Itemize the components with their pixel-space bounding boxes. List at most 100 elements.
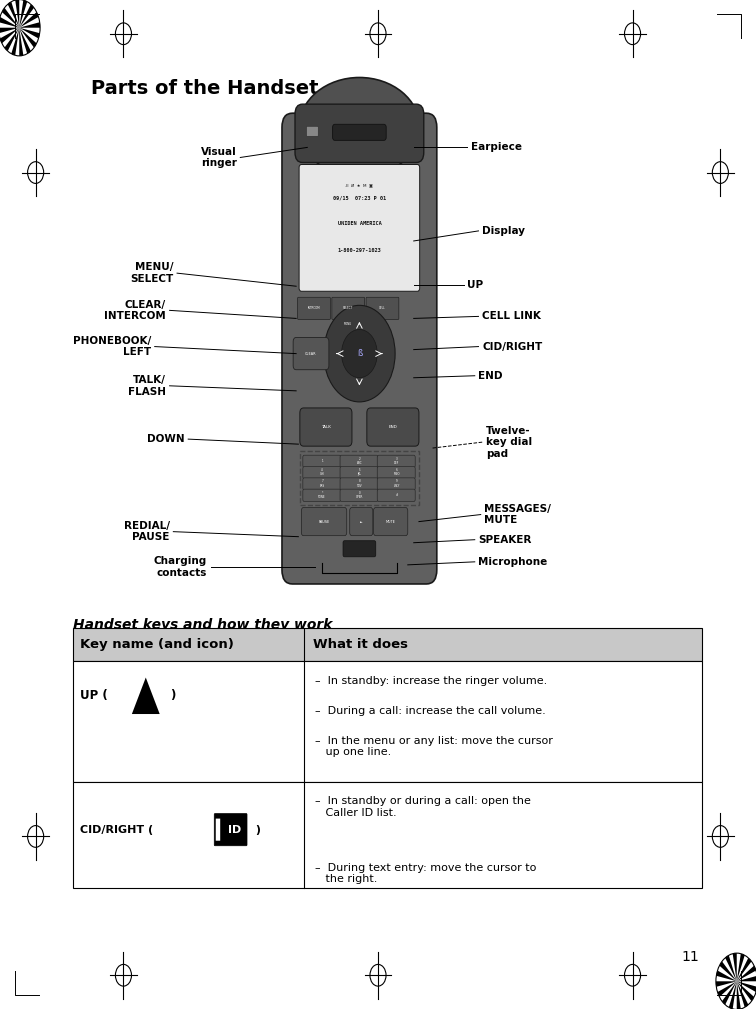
Text: Handset keys and how they work: Handset keys and how they work [73,619,333,633]
FancyBboxPatch shape [214,813,247,846]
Wedge shape [737,966,756,982]
Wedge shape [19,22,40,27]
FancyBboxPatch shape [303,489,341,501]
FancyBboxPatch shape [340,489,378,501]
Text: SPEAKER: SPEAKER [479,535,532,545]
Text: Parts of the Handset: Parts of the Handset [91,79,319,98]
Text: CELL: CELL [380,307,386,311]
Text: What it does: What it does [312,639,407,652]
Text: Key name (and icon): Key name (and icon) [80,639,234,652]
Text: 0
OPER: 0 OPER [356,490,363,499]
Wedge shape [737,954,745,982]
Text: Display: Display [482,226,525,236]
Text: REDIAL/
PAUSE: REDIAL/ PAUSE [123,521,169,543]
Text: PAUSE: PAUSE [318,520,330,524]
Wedge shape [720,962,737,982]
Text: ): ) [169,689,175,702]
Wedge shape [19,27,40,38]
Wedge shape [0,27,19,33]
Text: –  During a call: increase the call volume.: – During a call: increase the call volum… [314,705,546,715]
Text: 2
ABC: 2 ABC [357,456,362,465]
Wedge shape [737,982,756,992]
Text: TALK/
FLASH: TALK/ FLASH [128,375,166,397]
FancyBboxPatch shape [377,478,415,490]
FancyBboxPatch shape [333,124,386,140]
Text: 11: 11 [682,950,699,965]
Text: CID/RIGHT: CID/RIGHT [482,342,543,351]
Wedge shape [19,12,39,27]
Wedge shape [737,982,748,1007]
Wedge shape [725,956,737,982]
FancyBboxPatch shape [303,478,341,490]
Text: CLEAR: CLEAR [305,351,317,355]
Wedge shape [716,982,737,987]
Wedge shape [0,27,19,43]
Text: 5
JKL: 5 JKL [358,468,361,476]
Wedge shape [0,17,19,27]
FancyBboxPatch shape [350,508,373,536]
Bar [300,451,419,504]
Wedge shape [19,27,31,53]
FancyBboxPatch shape [303,455,341,467]
FancyBboxPatch shape [366,298,399,320]
Text: 7
PRS: 7 PRS [320,479,325,487]
Wedge shape [716,971,737,982]
Wedge shape [2,8,19,27]
FancyBboxPatch shape [303,466,341,479]
FancyBboxPatch shape [300,408,352,446]
Bar [73,662,702,782]
FancyBboxPatch shape [373,508,407,536]
Wedge shape [5,27,19,51]
Text: –  In the menu or any list: move the cursor
   up one line.: – In the menu or any list: move the curs… [314,736,553,758]
Ellipse shape [299,78,420,178]
Text: CID/RIGHT (: CID/RIGHT ( [80,824,153,834]
Text: Twelve-
key dial
pad: Twelve- key dial pad [486,426,532,459]
Text: CELL LINK: CELL LINK [482,312,541,322]
FancyBboxPatch shape [367,408,419,446]
Wedge shape [19,0,27,27]
Text: UNIDEN AMERICA: UNIDEN AMERICA [337,221,381,226]
FancyBboxPatch shape [302,508,347,536]
Text: *
TONE: * TONE [318,490,326,499]
Wedge shape [737,982,754,1001]
Text: #: # [395,492,398,496]
Wedge shape [737,982,741,1009]
FancyBboxPatch shape [293,338,329,369]
Text: MESSAGES/
MUTE: MESSAGES/ MUTE [485,503,551,526]
Wedge shape [11,27,19,55]
Text: INTRCOM: INTRCOM [308,307,321,311]
FancyBboxPatch shape [298,298,330,320]
Text: 4
GHI: 4 GHI [320,468,324,476]
Text: 6
MNO: 6 MNO [393,468,400,476]
Wedge shape [19,27,23,55]
Text: 1-800-297-1023: 1-800-297-1023 [337,247,381,252]
Text: ß: ß [357,349,362,358]
Text: –  In standby or during a call: open the
   Caller ID list.: – In standby or during a call: open the … [314,796,531,818]
FancyBboxPatch shape [340,455,378,467]
Text: ►: ► [360,520,363,524]
Text: UP: UP [467,281,483,291]
FancyBboxPatch shape [215,818,220,840]
Bar [73,782,702,888]
Text: TALK: TALK [321,425,331,429]
Wedge shape [737,958,751,982]
Bar [73,629,702,662]
Text: –  During text entry: move the cursor to
   the right.: – During text entry: move the cursor to … [314,863,536,884]
Text: 09/15  07:23 P 01: 09/15 07:23 P 01 [333,195,386,200]
Text: Visual
ringer: Visual ringer [200,146,237,169]
Text: END: END [479,370,503,380]
Text: ID: ID [228,824,242,834]
Wedge shape [733,954,737,982]
Text: CLEAR/
INTERCOM: CLEAR/ INTERCOM [104,300,166,321]
Text: Earpiece: Earpiece [471,142,522,152]
Text: 9
WXY: 9 WXY [393,479,400,487]
Wedge shape [737,976,756,982]
Text: END: END [389,425,397,429]
Text: 1: 1 [321,459,323,463]
Text: MUTE: MUTE [386,520,395,524]
FancyBboxPatch shape [340,466,378,479]
Wedge shape [722,982,737,1005]
Text: MENU: MENU [344,323,352,327]
FancyBboxPatch shape [343,541,376,557]
Text: PHONEBOOK/
LEFT: PHONEBOOK/ LEFT [73,336,151,357]
